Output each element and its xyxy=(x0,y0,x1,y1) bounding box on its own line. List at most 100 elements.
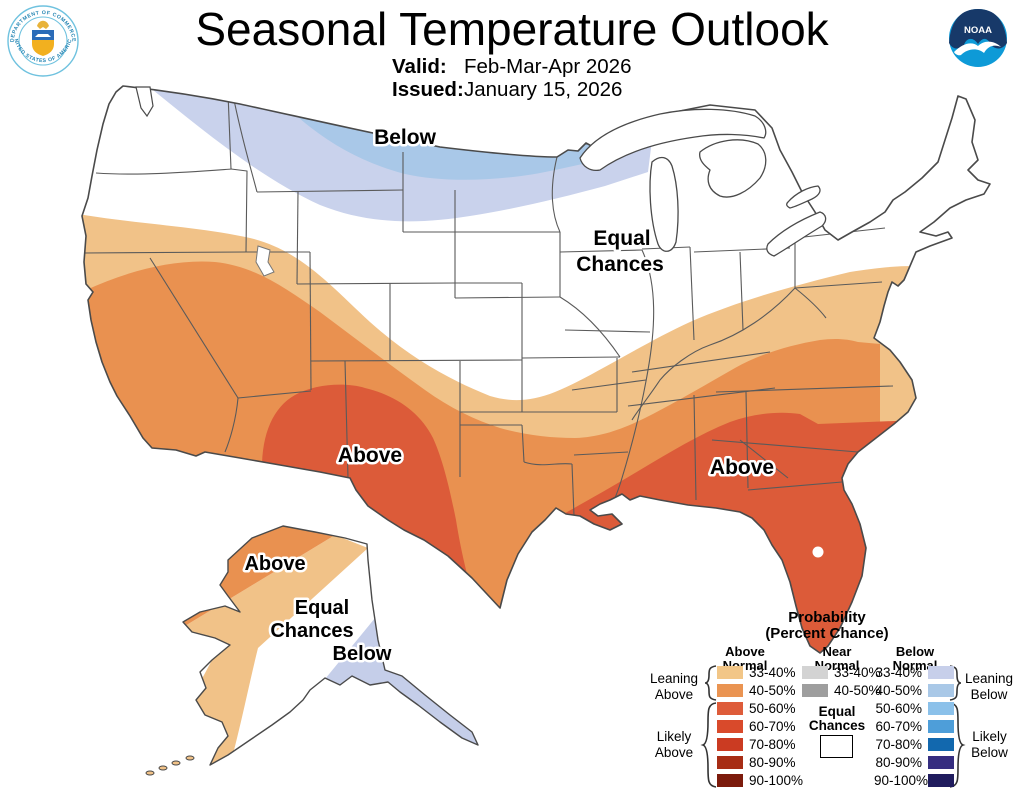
legend-row: 60-70% xyxy=(717,717,803,735)
lake-michigan xyxy=(649,156,679,252)
legend-equal-chances: Equal Chances xyxy=(808,704,866,733)
legend-swatch xyxy=(928,683,954,697)
label-equal-chances-line1: Equal xyxy=(593,227,650,250)
lake-superior xyxy=(579,108,767,172)
issued-line: Issued:January 15, 2026 xyxy=(392,78,631,101)
legend-percent-label: 80-90% xyxy=(749,754,796,770)
legend-row: 90-100% xyxy=(874,771,954,789)
legend-leaning-below: Leaning Below xyxy=(964,671,1014,702)
legend-swatch xyxy=(717,683,743,697)
legend-swatch xyxy=(717,665,743,679)
label-alaska-below: Below xyxy=(333,643,392,665)
legend-swatch xyxy=(717,737,743,751)
legend-percent-label: 90-100% xyxy=(749,772,804,788)
legend-header-below: Below Normal xyxy=(892,644,938,673)
legend-percent-label: 40-50% xyxy=(834,682,881,698)
aleutian-islands xyxy=(145,755,195,776)
alaska-outline xyxy=(182,525,479,766)
label-above-southeast: Above xyxy=(710,456,774,479)
legend-percent-label: 33-40% xyxy=(834,664,881,680)
commerce-seal: DEPARTMENT OF COMMERCE UNITED STATES OF … xyxy=(0,0,79,77)
lake-okeechobee xyxy=(812,546,824,558)
legend-swatch xyxy=(928,665,954,679)
legend-percent-label: 70-80% xyxy=(749,736,796,752)
issued-label: Issued: xyxy=(392,78,464,101)
legend-swatch xyxy=(928,773,954,787)
legend-equal-chances-swatch xyxy=(820,735,853,758)
legend-row: 50-60% xyxy=(717,699,803,717)
legend-row: 40-50% xyxy=(802,681,881,699)
label-equal-chances-line2: Chances xyxy=(576,253,664,276)
valid-line: Valid: Feb-Mar-Apr 2026 xyxy=(392,55,631,78)
lake-huron xyxy=(699,139,767,198)
label-alaska-above: Above xyxy=(244,553,305,575)
legend-row: 40-50% xyxy=(717,681,803,699)
legend-percent-label: 50-60% xyxy=(749,700,796,716)
puget-sound xyxy=(135,86,154,118)
legend-above-rows: 33-40% 40-50% 50-60% 60-70% 70-80% 80-90% 90-1… xyxy=(717,663,803,789)
label-above-southwest: Above xyxy=(338,444,402,467)
commerce-seal-ship xyxy=(35,34,51,37)
alaska-region-above-33-40 xyxy=(183,535,368,765)
legend-swatch xyxy=(928,701,954,715)
legend-title: Probability (Percent Chance) xyxy=(727,610,927,642)
leaning-below-brace xyxy=(949,665,962,701)
legend-percent-label: 90-100% xyxy=(874,772,929,788)
legend-below-rows: 33-40% 40-50% 50-60% 60-70% 70-80% 80-90% 90-1… xyxy=(874,663,954,789)
legend-percent-label: 80-90% xyxy=(875,754,922,770)
legend-percent-label: 50-60% xyxy=(875,700,922,716)
legend-row: 90-100% xyxy=(717,771,803,789)
legend-swatch xyxy=(717,701,743,715)
label-below-north: Below xyxy=(374,126,437,149)
conus-outline xyxy=(81,85,991,654)
legend-braces xyxy=(700,665,966,788)
noaa-logo: NOAA xyxy=(949,9,1007,67)
legend-near-rows: 33-40% 40-50% xyxy=(802,663,881,699)
likely-above-brace xyxy=(700,702,717,788)
page-title: Seasonal Temperature Outlook xyxy=(195,3,829,55)
legend-row: 33-40% xyxy=(874,663,954,681)
legend-percent-label: 70-80% xyxy=(875,736,922,752)
legend-percent-label: 40-50% xyxy=(749,682,796,698)
legend-swatch xyxy=(717,719,743,733)
legend-percent-label: 60-70% xyxy=(875,718,922,734)
legend-row: 40-50% xyxy=(874,681,954,699)
legend-row: 80-90% xyxy=(874,753,954,771)
legend-percent-label: 40-50% xyxy=(875,682,922,698)
legend-percent-label: 60-70% xyxy=(749,718,796,734)
legend-row: 80-90% xyxy=(717,753,803,771)
legend-percent-label: 33-40% xyxy=(875,664,922,680)
legend-row: 33-40% xyxy=(717,663,803,681)
lake-erie xyxy=(766,211,827,257)
legend-swatch xyxy=(928,719,954,733)
legend-row: 33-40% xyxy=(802,663,881,681)
legend-leaning-above: Leaning Above xyxy=(649,671,699,702)
likely-below-brace xyxy=(949,702,966,788)
label-alaska-equal-line1: Equal xyxy=(295,597,349,619)
valid-label: Valid: xyxy=(392,55,447,78)
legend-row: 70-80% xyxy=(874,735,954,753)
validity-block: Valid: Feb-Mar-Apr 2026 Issued:January 15… xyxy=(392,55,631,101)
legend-title-line1: Probability xyxy=(788,609,866,626)
legend-swatch xyxy=(802,683,828,697)
state-borders xyxy=(83,92,894,517)
legend-swatch xyxy=(928,755,954,769)
leaning-above-brace xyxy=(704,665,717,701)
label-alaska-equal-line2: Chances xyxy=(270,620,353,642)
commerce-seal-eagle xyxy=(37,20,49,29)
commerce-seal-shield-bottom xyxy=(32,40,54,56)
legend-likely-above: Likely Above xyxy=(654,729,694,760)
legend-swatch xyxy=(717,755,743,769)
legend-likely-below: Likely Below xyxy=(971,729,1008,760)
issued-value: January 15, 2026 xyxy=(464,78,623,101)
noaa-logo-text: NOAA xyxy=(964,25,992,36)
valid-value: Feb-Mar-Apr 2026 xyxy=(464,55,632,78)
legend-title-line2: (Percent Chance) xyxy=(765,625,889,642)
legend-swatch xyxy=(928,737,954,751)
legend-row: 70-80% xyxy=(717,735,803,753)
legend-percent-label: 33-40% xyxy=(749,664,796,680)
legend-swatch xyxy=(717,773,743,787)
legend-swatch xyxy=(802,665,828,679)
